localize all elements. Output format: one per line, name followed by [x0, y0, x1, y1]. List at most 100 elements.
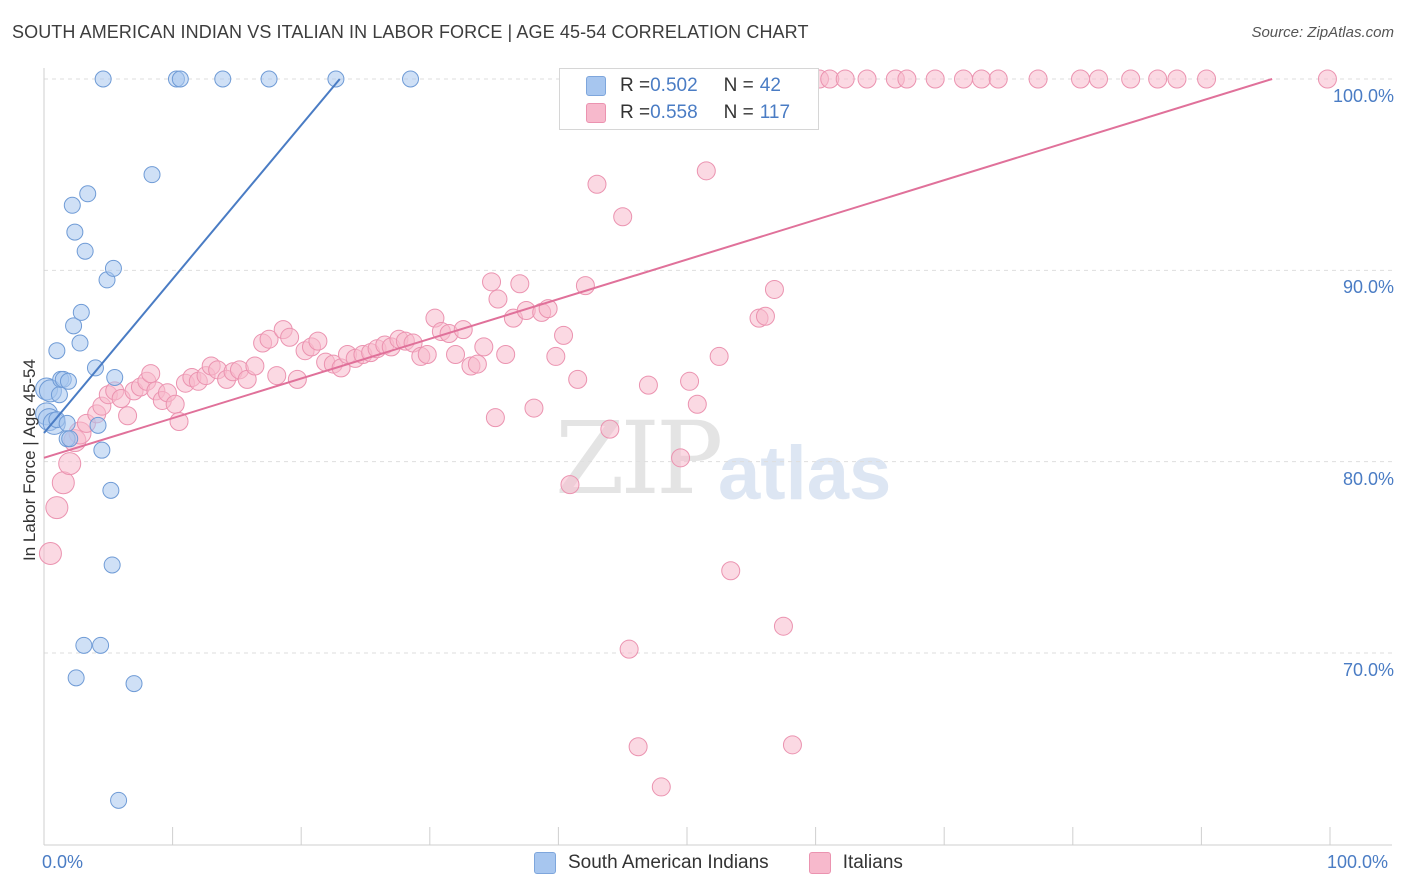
y-tick-label: 100.0% — [1332, 86, 1394, 106]
south-american-indians-point — [92, 636, 110, 654]
italians-point — [496, 345, 516, 365]
south-american-indians-point — [171, 70, 189, 88]
italians-point — [546, 346, 566, 366]
italians-point — [1317, 69, 1337, 89]
italians-point — [988, 69, 1008, 89]
south-american-indians-point — [89, 416, 107, 434]
italians-point — [467, 354, 487, 374]
south-american-indians-point — [103, 556, 121, 574]
source-label: Source: ZipAtlas.com — [1251, 24, 1394, 41]
italians-point — [687, 394, 707, 414]
south-american-indians-point — [65, 317, 83, 335]
south-american-indians-point — [104, 259, 122, 277]
south-american-indians-point — [76, 242, 94, 260]
south-american-indians-points — [35, 70, 420, 809]
series-legend-item-pink: Italians — [808, 852, 903, 874]
italians-point — [1148, 69, 1168, 89]
legend-n-label: N = — [723, 75, 754, 96]
italians-point — [38, 542, 62, 566]
watermark-zip: ZIP — [555, 400, 723, 517]
x-tick-max: 100.0% — [1327, 852, 1389, 872]
italians-point — [524, 398, 544, 418]
italians-point — [474, 337, 494, 357]
south-american-indians-point — [143, 166, 161, 184]
legend-swatch-blue — [586, 76, 606, 96]
italians-point — [651, 777, 671, 797]
italians-point — [709, 346, 729, 366]
watermark-atlas: atlas — [718, 431, 892, 516]
legend-r-label: R = — [620, 102, 651, 123]
italians-point — [696, 161, 716, 181]
italians-point — [971, 69, 991, 89]
south-american-indians-point — [71, 334, 89, 352]
south-american-indians-point — [48, 342, 66, 360]
italians-point — [953, 69, 973, 89]
legend-row-blue: R = 0.502 N = 42 — [586, 75, 781, 97]
italians-point — [560, 475, 580, 495]
y-tick-label: 70.0% — [1342, 660, 1394, 680]
y-axis-label: In Labor Force | Age 45-54 — [20, 359, 39, 561]
italians-point — [1167, 69, 1187, 89]
italians-point — [897, 69, 917, 89]
y-tick-label: 90.0% — [1342, 277, 1394, 298]
y-tick-label: 80.0% — [1342, 468, 1394, 489]
series-swatch-blue — [534, 852, 556, 874]
italians-point — [755, 306, 775, 326]
south-american-indians-point — [214, 70, 232, 88]
italians-point — [782, 735, 802, 755]
south-american-indians-point — [79, 185, 97, 203]
italians-point — [1121, 69, 1141, 89]
south-american-indians-point — [66, 223, 84, 241]
italians-point — [280, 327, 300, 347]
italians-point — [835, 69, 855, 89]
legend-n-value: 117 — [759, 102, 791, 123]
south-american-indians-point — [102, 481, 120, 499]
south-american-indians-point — [58, 414, 76, 432]
italians-point — [118, 406, 138, 426]
south-american-indians-point — [106, 368, 124, 386]
italians-point — [773, 616, 793, 636]
south-american-indians-point — [86, 359, 104, 377]
legend-r-label: R = — [620, 75, 651, 96]
south-american-indians-point — [63, 196, 81, 214]
italians-point — [600, 419, 620, 439]
italians-point — [613, 207, 633, 227]
series-legend-item-blue: South American Indians — [534, 852, 769, 874]
italians-point — [485, 408, 505, 428]
south-american-indians-point — [75, 636, 93, 654]
italians-point — [51, 471, 75, 495]
legend-n-label: N = — [723, 102, 754, 123]
south-american-indians-point — [125, 675, 143, 693]
south-american-indians-trend-line — [43, 78, 341, 434]
italians-point — [45, 496, 69, 520]
italians-point — [764, 279, 784, 299]
south-american-indians-point — [72, 303, 90, 321]
south-american-indians-point — [402, 70, 420, 88]
italians-point — [141, 364, 161, 384]
series-legend: South American Indians Italians — [534, 852, 943, 874]
south-american-indians-point — [93, 441, 111, 459]
italians-point — [308, 331, 328, 351]
italians-point — [245, 356, 265, 376]
italians-point — [259, 329, 279, 349]
legend-r-value: 0.558 — [650, 102, 698, 123]
italians-trend-line — [43, 78, 1273, 459]
south-american-indians-point — [327, 70, 345, 88]
italians-point — [58, 452, 82, 476]
legend-row-pink: R = 0.558 N = 117 — [586, 102, 790, 124]
legend-r-value: 0.502 — [650, 75, 698, 96]
series-legend-label: South American Indians — [568, 852, 769, 873]
correlation-legend: R = 0.502 N = 42 R = 0.558 N = 117 — [559, 68, 819, 130]
italians-point — [568, 369, 588, 389]
italians-point — [619, 639, 639, 659]
south-american-indians-point — [59, 372, 77, 390]
italians-point — [1028, 69, 1048, 89]
italians-point — [1089, 69, 1109, 89]
italians-point — [446, 345, 466, 365]
italians-point — [925, 69, 945, 89]
legend-n-value: 42 — [759, 75, 781, 96]
italians-point — [857, 69, 877, 89]
south-american-indians-point — [94, 70, 112, 88]
south-american-indians-point — [260, 70, 278, 88]
